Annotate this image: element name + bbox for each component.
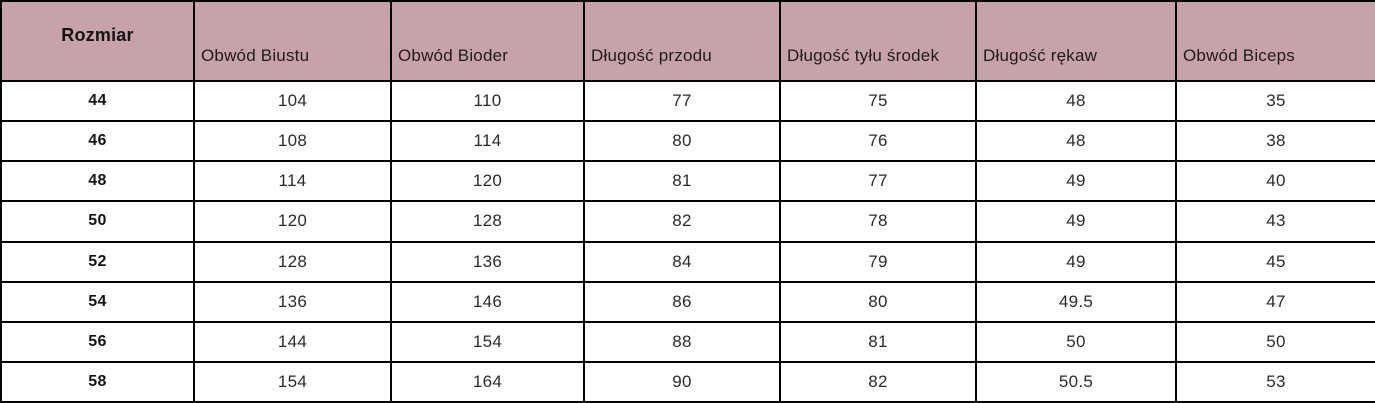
measurement-cell: 114 — [390, 120, 585, 163]
size-cell: 58 — [0, 360, 195, 403]
measurement-cell: 80 — [583, 120, 781, 163]
table-row: 54 136 146 86 80 49.5 47 — [0, 280, 1375, 323]
column-header: Długość tyłu środek — [779, 0, 977, 82]
measurement-cell: 136 — [390, 240, 585, 283]
table-body: 44 104 110 77 75 48 35 46 108 114 80 76 48 38 48 114 120… — [0, 79, 1375, 403]
table-row: 52 128 136 84 79 49 45 — [0, 240, 1375, 283]
table-row: 50 120 128 82 78 49 43 — [0, 200, 1375, 243]
measurement-cell: 38 — [1175, 120, 1375, 163]
table-row: 46 108 114 80 76 48 38 — [0, 120, 1375, 163]
column-header: Obwód Biustu — [193, 0, 392, 82]
header-row: Rozmiar Obwód Biustu Obwód Bioder Długość p… — [0, 0, 1375, 82]
measurement-cell: 49.5 — [975, 280, 1177, 323]
column-header: Obwód Biceps — [1175, 0, 1375, 82]
measurement-cell: 47 — [1175, 280, 1375, 323]
measurement-cell: 35 — [1175, 79, 1375, 123]
size-cell: 54 — [0, 280, 195, 323]
size-cell: 50 — [0, 200, 195, 243]
measurement-cell: 86 — [583, 280, 781, 323]
column-header: Długość rękaw — [975, 0, 1177, 82]
table-row: 44 104 110 77 75 48 35 — [0, 79, 1375, 123]
measurement-cell: 75 — [779, 79, 977, 123]
measurement-cell: 78 — [779, 200, 977, 243]
measurement-cell: 146 — [390, 280, 585, 323]
size-cell: 56 — [0, 320, 195, 363]
measurement-cell: 154 — [193, 360, 392, 403]
table-row: 56 144 154 88 81 50 50 — [0, 320, 1375, 363]
measurement-cell: 114 — [193, 160, 392, 203]
measurement-cell: 50 — [1175, 320, 1375, 363]
table-row: 58 154 164 90 82 50.5 53 — [0, 360, 1375, 403]
measurement-cell: 136 — [193, 280, 392, 323]
measurement-cell: 76 — [779, 120, 977, 163]
measurement-cell: 154 — [390, 320, 585, 363]
measurement-cell: 88 — [583, 320, 781, 363]
measurement-cell: 81 — [583, 160, 781, 203]
size-cell: 52 — [0, 240, 195, 283]
measurement-cell: 164 — [390, 360, 585, 403]
measurement-cell: 81 — [779, 320, 977, 363]
measurement-cell: 120 — [193, 200, 392, 243]
measurement-cell: 50.5 — [975, 360, 1177, 403]
measurement-cell: 77 — [779, 160, 977, 203]
column-header-rozmiar: Rozmiar — [0, 0, 195, 82]
column-header: Obwód Bioder — [390, 0, 585, 82]
measurement-cell: 128 — [390, 200, 585, 243]
size-cell: 44 — [0, 79, 195, 123]
measurement-cell: 90 — [583, 360, 781, 403]
table-row: 48 114 120 81 77 49 40 — [0, 160, 1375, 203]
table-header: Rozmiar Obwód Biustu Obwód Bioder Długość p… — [0, 0, 1375, 82]
measurement-cell: 48 — [975, 120, 1177, 163]
measurement-cell: 48 — [975, 79, 1177, 123]
measurement-cell: 108 — [193, 120, 392, 163]
measurement-cell: 128 — [193, 240, 392, 283]
measurement-cell: 82 — [779, 360, 977, 403]
measurement-cell: 49 — [975, 240, 1177, 283]
measurement-cell: 50 — [975, 320, 1177, 363]
measurement-cell: 49 — [975, 160, 1177, 203]
measurement-cell: 84 — [583, 240, 781, 283]
size-cell: 48 — [0, 160, 195, 203]
measurement-cell: 144 — [193, 320, 392, 363]
measurement-cell: 110 — [390, 79, 585, 123]
measurement-cell: 53 — [1175, 360, 1375, 403]
size-cell: 46 — [0, 120, 195, 163]
measurement-cell: 45 — [1175, 240, 1375, 283]
measurement-cell: 120 — [390, 160, 585, 203]
measurement-cell: 43 — [1175, 200, 1375, 243]
measurement-cell: 40 — [1175, 160, 1375, 203]
measurement-cell: 82 — [583, 200, 781, 243]
measurement-cell: 80 — [779, 280, 977, 323]
measurement-cell: 104 — [193, 79, 392, 123]
column-header: Długość przodu — [583, 0, 781, 82]
measurement-cell: 49 — [975, 200, 1177, 243]
measurement-cell: 77 — [583, 79, 781, 123]
measurement-cell: 79 — [779, 240, 977, 283]
